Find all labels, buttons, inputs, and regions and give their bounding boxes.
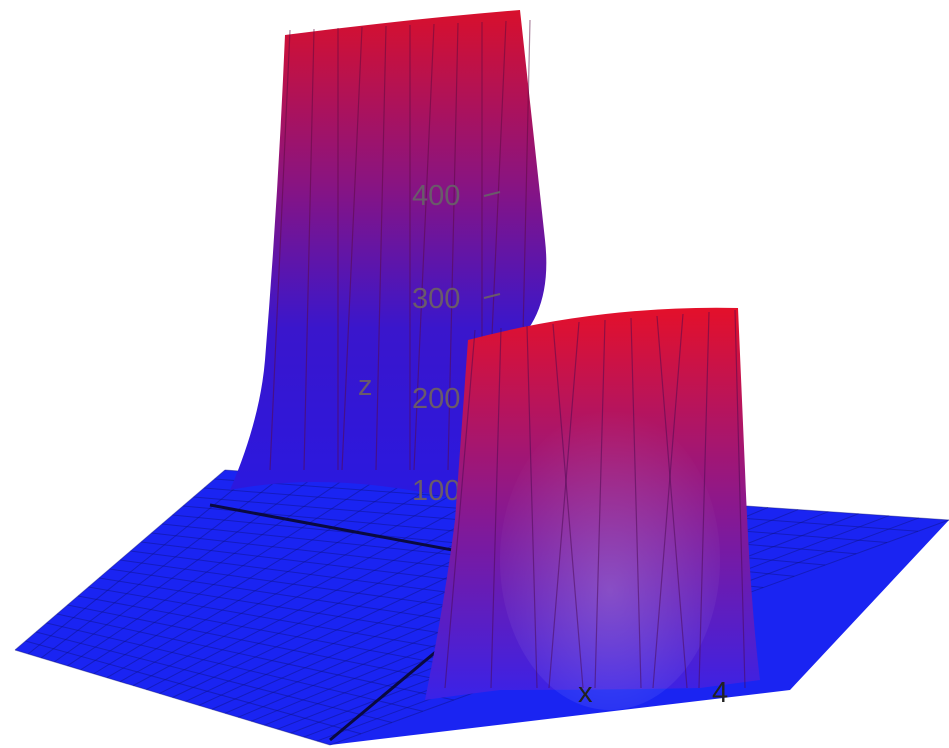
short-peak-highlight	[500, 410, 720, 710]
short-mesh-line	[630, 317, 642, 689]
tall-mesh-line	[269, 29, 291, 471]
floor-grid-line	[132, 488, 497, 687]
tall-mesh-line	[447, 22, 459, 471]
z-tick-mark	[483, 191, 501, 197]
floor-grid-line	[93, 482, 407, 675]
short-mesh-line	[656, 315, 688, 689]
z-axis-label: z	[358, 370, 373, 402]
tall-mesh-line	[375, 25, 387, 471]
floor-grid-line	[56, 613, 454, 701]
floor-grid-line	[106, 484, 437, 679]
floor-grid-line	[14, 649, 331, 746]
short-mesh-line	[444, 329, 476, 689]
tall-mesh-line	[303, 28, 315, 471]
short-mesh-line	[548, 321, 580, 689]
short-mesh-line	[652, 313, 684, 689]
y-axis-line	[329, 638, 451, 742]
short-mesh-line	[698, 311, 710, 689]
short-peak-mesh	[444, 309, 746, 689]
short-mesh-line	[490, 327, 502, 689]
floor-grid-line	[67, 604, 485, 690]
short-mesh-line	[552, 323, 584, 689]
z-tick-label: 400	[412, 180, 460, 212]
floor-grid-line	[35, 631, 393, 723]
x-axis-label: x	[578, 677, 593, 709]
short-mesh-line	[526, 325, 538, 689]
floor-grid-line	[14, 469, 226, 651]
z-tick-label: 100	[412, 475, 460, 507]
floor-grid-line	[40, 473, 286, 659]
floor-grid-line	[25, 640, 362, 735]
floor-grid-line	[46, 622, 423, 712]
z-axis: 400 300 200 100 z	[358, 180, 501, 507]
floor-grid-line	[54, 475, 316, 663]
z-tick-mark	[483, 293, 501, 299]
tall-mesh-line	[341, 26, 363, 471]
x-tick-label: 4	[712, 677, 728, 709]
short-mesh-line	[594, 319, 606, 689]
floor-grid-line	[80, 479, 377, 671]
floor-grid-line	[27, 471, 256, 655]
floor-grid-line	[67, 477, 346, 667]
z-tick-label: 300	[412, 283, 460, 315]
tall-mesh-line	[413, 23, 435, 471]
short-mesh-line	[734, 309, 746, 689]
z-tick-label: 200	[412, 383, 460, 415]
floor-grid-line	[119, 486, 467, 683]
